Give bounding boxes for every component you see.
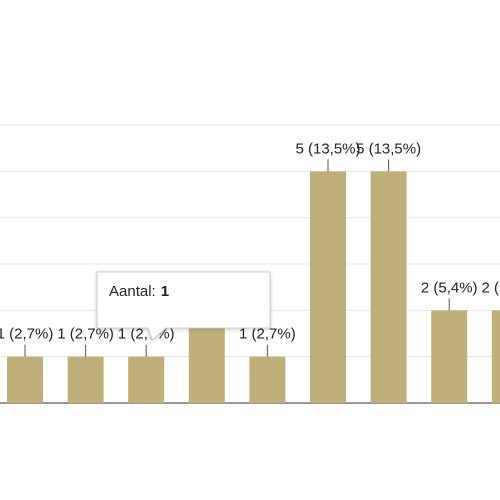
- data-label: 5 (13,5%): [356, 140, 421, 157]
- tooltip-text: Aantal: 1: [109, 283, 169, 300]
- data-label: 1 (2,7%): [239, 326, 296, 343]
- data-label: 2 (5,4%): [481, 279, 500, 296]
- tooltip-value: 1: [161, 283, 169, 300]
- bar: [7, 356, 43, 403]
- tooltip-box: [96, 271, 271, 341]
- bar: [249, 356, 286, 403]
- tooltip-label: Aantal:: [109, 283, 156, 300]
- bar: [128, 356, 165, 403]
- tooltip: Aantal: 1: [96, 271, 271, 341]
- bar: [491, 310, 500, 403]
- data-label: 1 (2,7%): [0, 326, 53, 343]
- bar: [431, 310, 468, 403]
- data-label: 2 (5,4%): [421, 279, 478, 296]
- bar: [370, 171, 407, 403]
- bar: [310, 171, 346, 403]
- data-label: 1 (2,7%): [57, 326, 114, 343]
- data-label: 5 (13,5%): [295, 140, 360, 157]
- bar: [67, 356, 104, 403]
